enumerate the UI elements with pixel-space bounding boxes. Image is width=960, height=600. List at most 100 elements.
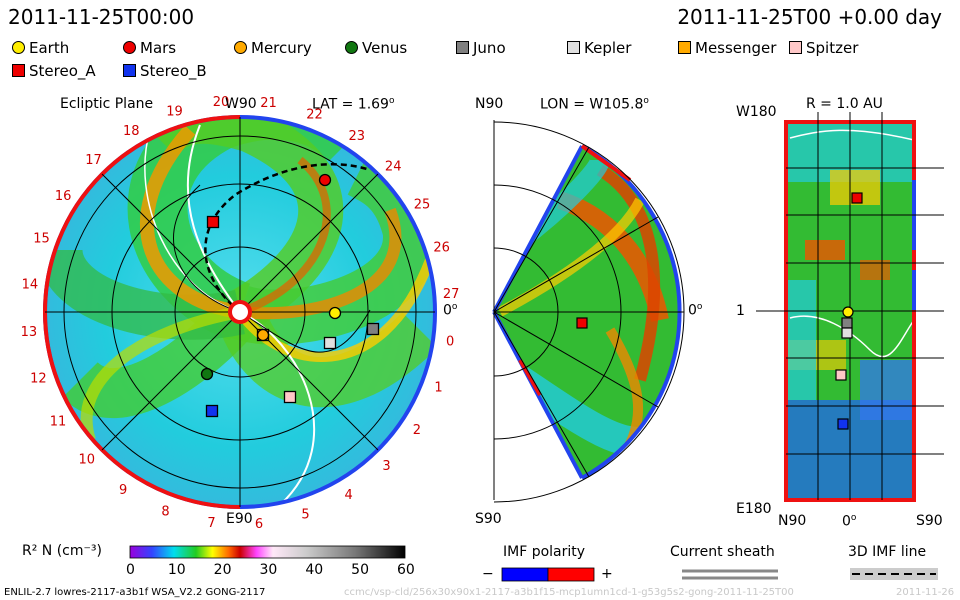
venus-circle-icon — [345, 41, 358, 54]
colorbar-tick: 40 — [305, 562, 324, 578]
legend-label: Spitzer — [806, 39, 859, 57]
legend-item-venus: Venus — [345, 39, 407, 57]
imf-plus: + — [601, 566, 613, 582]
footer-watermark: ccmc/vsp-cld/256x30x90x1-2117-a3b1f15-mc… — [344, 587, 794, 598]
sphere-juno-marker — [841, 317, 853, 329]
legend-label: Earth — [29, 39, 70, 57]
ecliptic-tick-label: 4 — [345, 488, 353, 503]
ecliptic-tick-label: 10 — [79, 453, 96, 468]
ecliptic-tick-label: 8 — [161, 505, 169, 520]
sheath-title: Current sheath — [670, 544, 775, 560]
meridional-top-label: N90 — [475, 96, 504, 112]
spitzer-square-icon — [789, 41, 802, 54]
earth-circle-icon — [12, 41, 25, 54]
legend-label: Venus — [362, 39, 408, 57]
ecliptic-tick-label: 0 — [446, 335, 454, 350]
meridional-bottom-label: S90 — [475, 511, 502, 527]
ecliptic-lat: LAT = 1.69o — [312, 96, 395, 113]
ecliptic-tick-label: 13 — [21, 325, 38, 340]
imf-negative-bar — [501, 567, 549, 582]
legend-item-juno: Juno — [456, 39, 506, 57]
ecliptic-tick-label: 22 — [306, 108, 323, 123]
sphere-bottom-n90: N90 — [778, 513, 807, 529]
ecliptic-tick-label: 6 — [255, 517, 263, 532]
ecliptic-earth-marker — [328, 306, 342, 320]
legend-label: Mars — [140, 39, 177, 57]
sphere-middle-left: 1 — [736, 303, 745, 319]
ecliptic-juno-marker — [366, 322, 380, 336]
sphere-stereo-b-marker — [837, 418, 849, 430]
colorbar-tick: 60 — [397, 562, 415, 578]
footer-watermark-right: 2011-11-26 — [896, 587, 955, 598]
meridional-lon: LON = W105.8o — [540, 96, 649, 113]
imf-line — [204, 163, 371, 313]
imfline-title: 3D IMF line — [848, 544, 927, 560]
legend-item-earth: Earth — [12, 39, 69, 57]
legend-item-stereo-b: Stereo_B — [123, 62, 207, 80]
ecliptic-tick-label: 23 — [349, 129, 366, 144]
ecliptic-tick-label: 15 — [33, 232, 50, 247]
stereo-a-square-icon — [12, 64, 25, 77]
legend-label: Messenger — [695, 39, 777, 57]
ecliptic-tick-label: 27 — [443, 287, 460, 302]
ecliptic-spitzer-marker — [283, 390, 297, 404]
ecliptic-tick-label: 14 — [22, 278, 39, 293]
imf-positive-bar — [547, 567, 595, 582]
imf-title: IMF polarity — [503, 544, 586, 560]
ecliptic-mercury-marker — [256, 328, 270, 342]
legend-item-kepler: Kepler — [567, 39, 631, 57]
mars-circle-icon — [123, 41, 136, 54]
ecliptic-tick-label: 18 — [123, 124, 140, 139]
legend-label: Mercury — [251, 39, 312, 57]
sphere-bottom-left: E180 — [736, 501, 772, 517]
sphere-top-left: W180 — [736, 104, 777, 120]
ecliptic-tick-label: 5 — [301, 508, 309, 523]
ecliptic-mars-marker — [318, 173, 332, 187]
sphere-bottom-zero: 0o — [842, 513, 857, 530]
sphere-radius: R = 1.0 AU — [806, 96, 883, 112]
date-right: 2011-11-25T00 +0.00 day — [677, 5, 942, 29]
ecliptic-tick-label: 17 — [85, 153, 102, 168]
legend-item-messenger: Messenger — [678, 39, 776, 57]
ecliptic-tick-label: 12 — [30, 372, 47, 387]
meridional-panel — [492, 120, 685, 503]
legend-label: Stereo_A — [29, 62, 96, 80]
ecliptic-tick-label: 9 — [119, 483, 127, 498]
mercury-circle-icon — [234, 41, 247, 54]
ecliptic-tick-label: 3 — [382, 459, 390, 474]
sphere-earth-marker — [842, 306, 854, 318]
ecliptic-top-label: W90 — [225, 96, 257, 112]
ecliptic-bottom-label: E90 — [226, 511, 253, 527]
ecliptic-tick-label: 20 — [213, 95, 230, 110]
colorbar-tick: 10 — [167, 562, 186, 578]
ecliptic-tick-label: 24 — [385, 160, 402, 175]
colorbar-label: R² N (cm⁻³) — [22, 543, 102, 559]
sphere-bottom-s90: S90 — [916, 513, 943, 529]
ecliptic-tick-label: 21 — [260, 96, 277, 111]
sphere-stereo-a-marker — [851, 192, 863, 204]
legend-item-mercury: Mercury — [234, 39, 312, 57]
meridional-right-label: 0o — [688, 302, 703, 319]
imf-minus: − — [482, 566, 494, 582]
ecliptic-tick-label: 7 — [207, 516, 215, 531]
legend-label: Stereo_B — [140, 62, 207, 80]
ecliptic-tick-label: 1 — [434, 381, 442, 396]
colorbar-tick: 20 — [213, 562, 232, 578]
legend-item-spitzer: Spitzer — [789, 39, 858, 57]
colorbar-tick: 0 — [126, 562, 135, 578]
meridional-stereo-a-marker — [576, 317, 588, 329]
ecliptic-panel — [43, 115, 437, 509]
sphere-spitzer-marker — [835, 369, 847, 381]
stereo-b-square-icon — [123, 64, 136, 77]
ecliptic-stereo-a-marker — [206, 215, 220, 229]
legend-label: Kepler — [584, 39, 632, 57]
legend-label: Juno — [473, 39, 506, 57]
ecliptic-tick-label: 25 — [414, 197, 431, 212]
kepler-square-icon — [567, 41, 580, 54]
legend-item-stereo-a: Stereo_A — [12, 62, 96, 80]
colorbar-tick: 30 — [259, 562, 278, 578]
sphere-panel — [756, 112, 944, 502]
footer-run: ENLIL-2.7 lowres-2117-a3b1f WSA_V2.2 GON… — [4, 587, 266, 598]
ecliptic-tick-label: 26 — [433, 241, 450, 256]
